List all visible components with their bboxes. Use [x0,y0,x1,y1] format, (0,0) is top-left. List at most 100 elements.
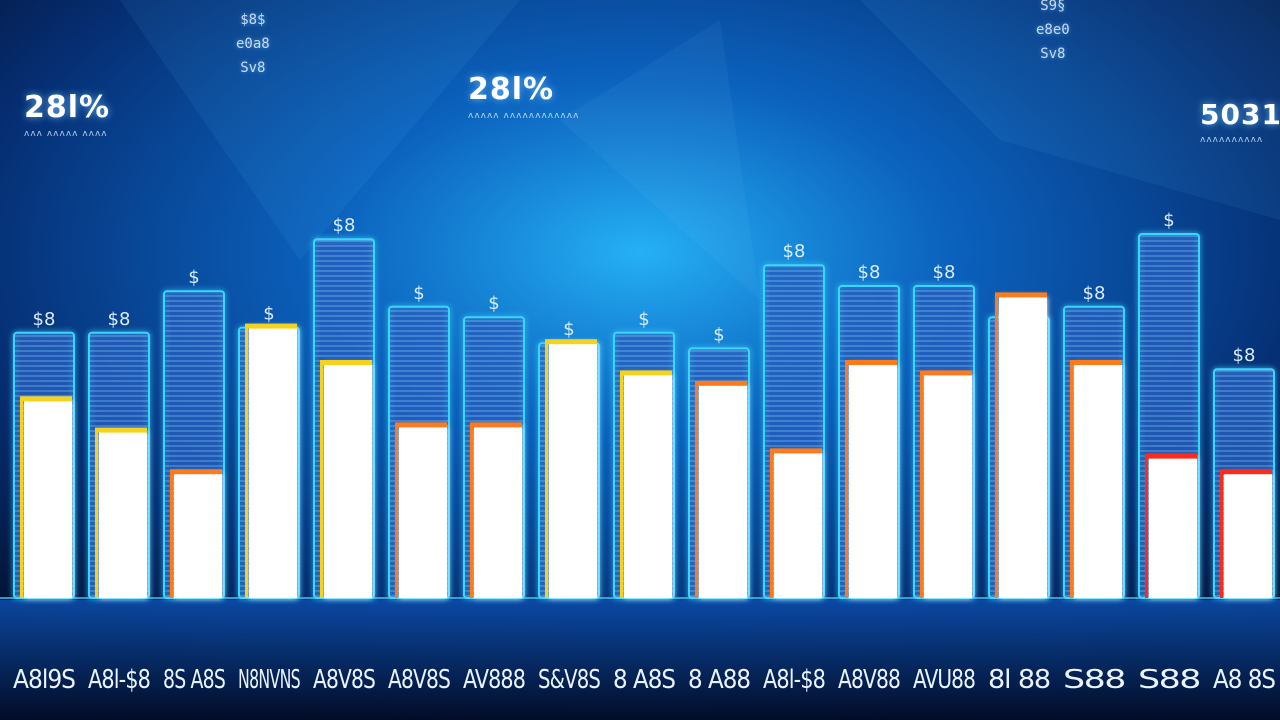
stat-callout-3: 5031% ʌʌʌʌʌʌʌʌʌʌ [1200,98,1280,145]
stat-caption: ʌʌʌʌʌ ʌʌʌʌʌʌʌʌʌʌʌʌ [468,111,580,121]
value-bar-9 [624,374,672,598]
bar-top-label-4: $ [263,304,274,325]
value-bar-accent-9 [620,374,623,598]
value-bar-16 [1149,457,1197,598]
value-bar-accent-3 [170,473,173,598]
value-bar-accent-13 [920,374,923,598]
value-bar-6 [399,426,447,598]
bar-top-label-8: $ [563,319,574,340]
value-bar-accent-10 [695,384,698,598]
stat-callout-1: 28l% ʌʌʌ ʌʌʌʌʌ ʌʌʌʌ [24,90,110,139]
value-bar-cap-6 [395,422,447,428]
bar-top-label-15: $8 [1083,283,1106,304]
value-bar-17 [1224,473,1272,598]
value-bar-4 [249,327,297,598]
bar-top-label-17: $8 [1233,345,1256,366]
category-label-7: AV888 [463,665,525,695]
value-bar-2 [99,431,147,598]
value-bar-cap-9 [620,370,672,376]
value-bar-1 [24,400,72,598]
bar-top-label-10: $ [713,324,724,345]
category-label-11: A8l-$8 [763,665,825,695]
value-bar-accent-14 [995,296,998,598]
category-label-16: S88 [1138,665,1200,695]
value-bar-accent-2 [95,431,98,598]
bar-top-label-3: $ [188,267,199,288]
stat-value: 28l% [468,72,555,107]
corner-label-line: S9§ [1040,0,1066,14]
category-label-10: 8 A88 [688,665,750,695]
corner-label-line: e8e0 [1036,22,1070,38]
value-bar-8 [549,343,597,598]
category-label-6: A8V8S [388,665,450,695]
value-bar-accent-6 [395,426,398,598]
category-label-4: N8NVNS [238,665,300,695]
value-bar-3 [174,473,222,598]
bar-top-label-11: $8 [783,241,806,262]
value-bar-cap-15 [1070,360,1122,365]
corner-label-line: $8$ [240,12,266,28]
bar-top-label-6: $ [413,283,424,304]
bar-top-label-13: $8 [933,262,956,283]
value-bar-cap-3 [170,469,222,475]
value-bar-cap-1 [20,396,72,402]
light-facet [120,0,520,260]
value-bar-accent-17 [1220,473,1223,598]
category-label-14: 8l 88 [988,665,1050,695]
corner-label-right: S9§ e8e0 Sv8 [1036,0,1070,66]
value-bar-accent-15 [1070,364,1073,598]
value-bar-cap-12 [845,360,897,365]
bar-top-label-1: $8 [33,309,56,330]
category-label-1: A8l9S [13,665,75,695]
value-bar-10 [699,384,747,598]
value-bar-accent-1 [20,400,23,598]
value-bar-accent-4 [245,327,248,598]
bar-top-label-16: $ [1163,210,1174,231]
value-bar-11 [774,452,822,598]
value-bar-accent-12 [845,364,848,598]
corner-label-line: Sv8 [240,60,266,76]
stat-caption: ʌʌʌʌʌʌʌʌʌʌ [1200,135,1264,145]
value-bar-accent-16 [1145,457,1148,598]
value-bar-cap-7 [470,422,522,428]
bar-top-label-7: $ [488,293,499,314]
value-bar-13 [924,374,972,598]
floor-band [0,600,1280,720]
category-label-12: A8V88 [838,665,900,695]
category-label-8: S&V8S [538,665,600,695]
value-bar-cap-5 [320,360,372,365]
value-bar-7 [474,426,522,598]
value-bar-cap-2 [95,427,147,433]
value-bar-cap-8 [545,339,597,345]
value-bar-cap-16 [1145,453,1197,459]
stat-callout-2: 28l% ʌʌʌʌʌ ʌʌʌʌʌʌʌʌʌʌʌʌ [468,72,579,121]
stat-value: 28l% [24,90,111,125]
light-facet [560,20,760,300]
category-label-13: AVU88 [913,665,975,695]
value-bar-cap-14 [995,292,1047,298]
value-bar-cap-17 [1220,469,1272,475]
value-bar-14 [999,296,1047,598]
bar-top-label-9: $ [638,309,649,330]
category-label-5: A8V8S [313,665,375,695]
value-bar-accent-5 [320,364,323,598]
corner-label-left: $8$ e0a8 Sv8 [236,8,270,80]
stat-value: 5031% [1200,98,1280,131]
category-label-3: 8S A8S [163,665,225,695]
value-bar-accent-7 [470,426,473,598]
value-bar-cap-11 [770,448,822,454]
value-bar-cap-13 [920,370,972,376]
category-label-15: S88 [1063,665,1125,695]
value-bar-cap-4 [245,323,297,329]
value-bar-15 [1074,364,1122,598]
bar-top-label-5: $8 [333,215,356,236]
category-label-17: A8 8S [1213,665,1275,695]
light-facet [860,0,1280,220]
bar-top-label-2: $8 [108,309,131,330]
corner-label-line: Sv8 [1040,46,1066,62]
value-bar-accent-8 [545,343,548,598]
value-bar-cap-10 [695,380,747,386]
value-bar-5 [324,364,372,598]
